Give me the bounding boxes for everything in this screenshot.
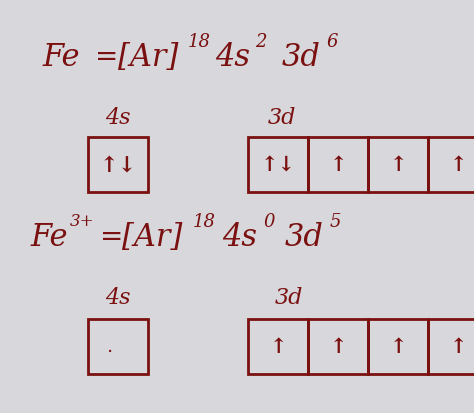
Text: ↑: ↑ (389, 337, 407, 357)
Text: ↑: ↑ (329, 337, 347, 357)
Text: 2: 2 (255, 33, 266, 51)
Text: 4s: 4s (215, 43, 250, 74)
Text: 18: 18 (188, 33, 211, 51)
Text: Fe: Fe (42, 43, 80, 74)
Text: ↑↓: ↑↓ (100, 154, 137, 176)
Bar (248, 138, 308, 192)
Text: 3d: 3d (268, 107, 296, 129)
Bar (428, 138, 474, 192)
Bar (88, 319, 148, 374)
Text: ↑: ↑ (269, 337, 287, 357)
Bar (248, 319, 308, 374)
Text: ↑: ↑ (329, 155, 347, 175)
Text: ↑: ↑ (449, 155, 467, 175)
Text: 4s: 4s (222, 222, 257, 253)
Text: 4s: 4s (105, 286, 130, 308)
Text: Fe: Fe (30, 222, 67, 253)
Text: 0: 0 (263, 212, 274, 230)
Text: ↑: ↑ (389, 155, 407, 175)
Bar (368, 319, 428, 374)
Text: =: = (95, 44, 118, 71)
Text: ↑↓: ↑↓ (261, 155, 295, 175)
Text: ↑: ↑ (449, 337, 467, 357)
Text: 6: 6 (326, 33, 337, 51)
Bar (428, 319, 474, 374)
Text: 3+: 3+ (70, 213, 94, 230)
Text: =: = (100, 224, 123, 251)
Bar (308, 138, 368, 192)
Text: [Ar]: [Ar] (118, 43, 178, 74)
Bar (368, 138, 428, 192)
Text: 3d: 3d (285, 222, 324, 253)
Text: 3d: 3d (282, 43, 321, 74)
Text: 4s: 4s (105, 107, 130, 129)
Text: [Ar]: [Ar] (122, 222, 182, 253)
Bar (308, 319, 368, 374)
Bar (88, 138, 148, 192)
Text: 5: 5 (330, 212, 341, 230)
Text: ·: · (107, 342, 113, 361)
Text: 3d: 3d (275, 286, 303, 308)
Text: 18: 18 (193, 212, 216, 230)
